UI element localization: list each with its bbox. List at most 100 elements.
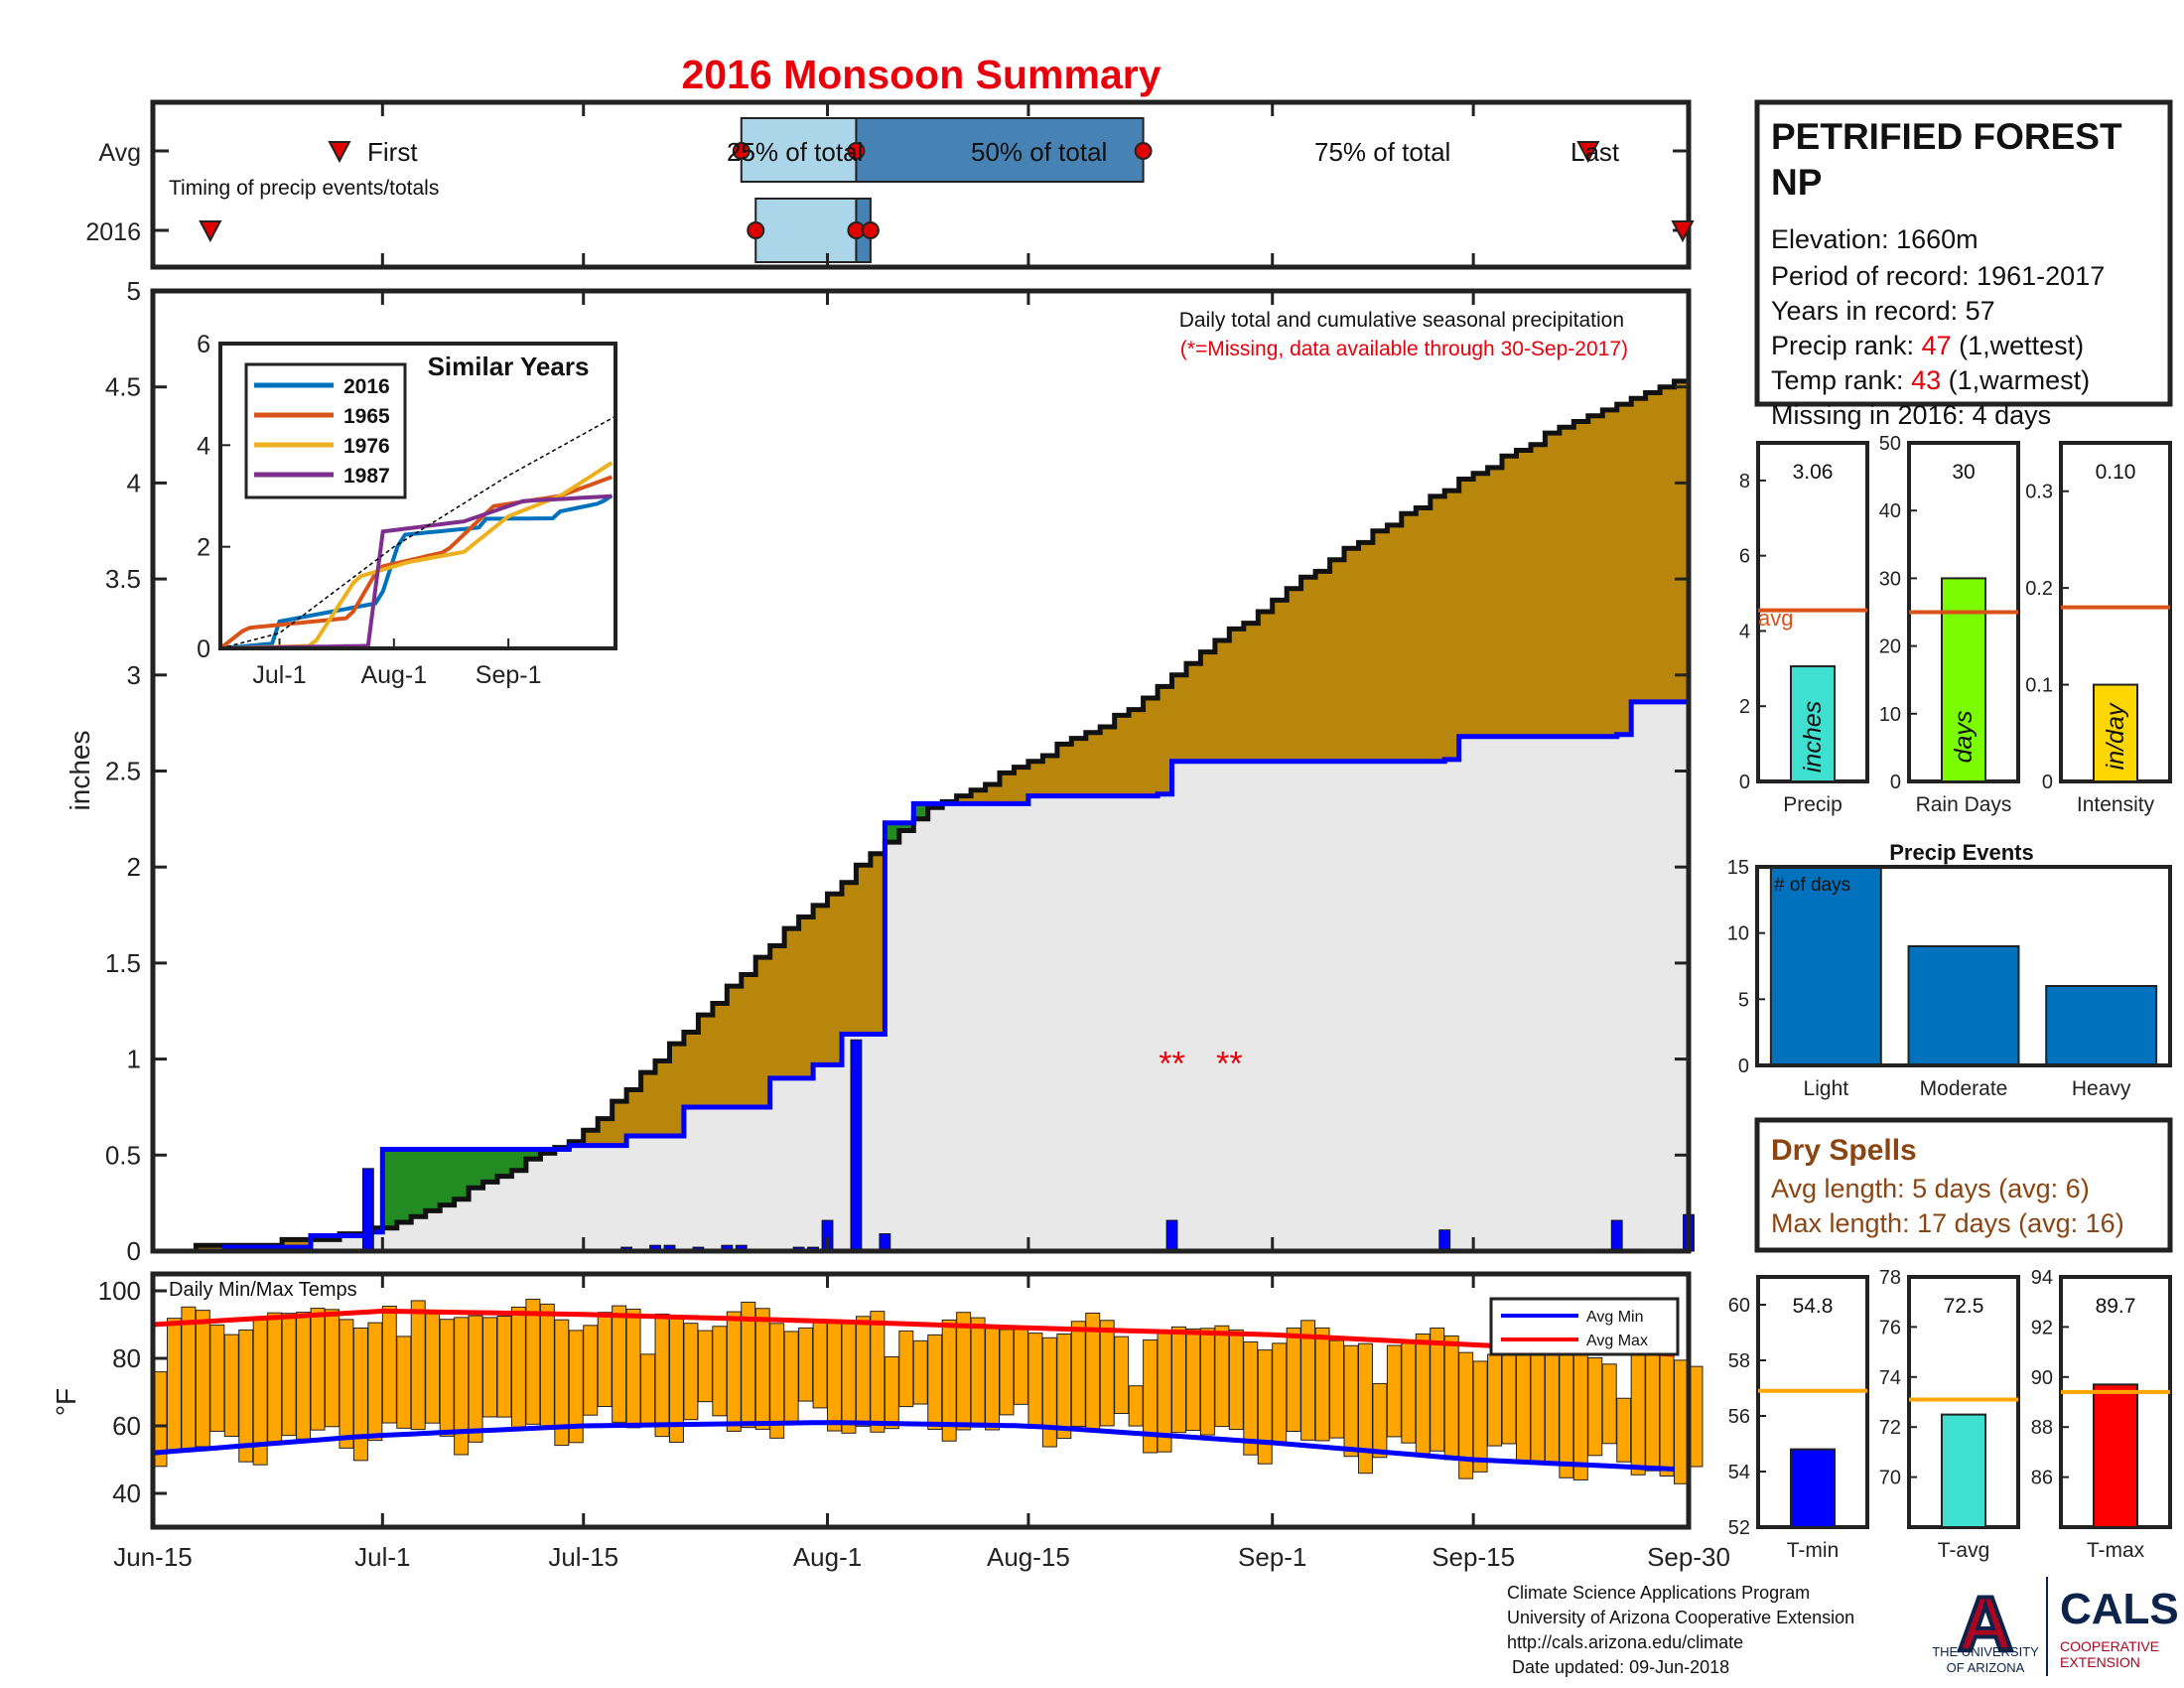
daily-temp-bar [1587, 1356, 1603, 1457]
main-ylabel: inches [65, 731, 95, 811]
intensity-ytick-label: 0 [2042, 772, 2053, 793]
t-avg-ytick-label: 72 [1879, 1417, 1901, 1439]
daily-temp-bar [1530, 1340, 1546, 1465]
daily-temp-bar [1630, 1342, 1646, 1476]
t-avg-ytick-label: 76 [1879, 1317, 1901, 1338]
y2016-q25-marker [747, 221, 765, 239]
deficit-area-segment [1042, 756, 1058, 796]
daily-temp-bar [654, 1313, 670, 1438]
daily-temp-bar [1458, 1351, 1474, 1479]
deficit-area-segment [640, 1072, 656, 1136]
t-min-value-bar [1790, 1448, 1836, 1528]
temp-title: Daily Min/Max Temps [169, 1279, 357, 1301]
daily-temp-bar [1645, 1336, 1661, 1472]
daily-temp-bar [612, 1305, 627, 1423]
surplus-area-segment [425, 1149, 441, 1211]
daily-temp-bar [468, 1315, 483, 1443]
daily-temp-bar [1601, 1363, 1617, 1445]
t-avg-value-bar [1941, 1413, 1986, 1528]
precip-ytick-label: 6 [1739, 546, 1750, 568]
t-min-ytick-label: 54 [1728, 1462, 1750, 1483]
intensity-unit: in/day [2102, 702, 2129, 770]
daily-temp-bar [510, 1306, 526, 1429]
main-ytick-label: 0.5 [105, 1140, 141, 1170]
t-avg-value-label: 72.5 [1944, 1295, 1984, 1318]
daily-temp-bar [783, 1331, 799, 1426]
rain-days-ytick-label: 50 [1879, 433, 1901, 455]
t-max-ytick-label: 86 [2031, 1468, 2053, 1489]
missing-data-marker: ** [1216, 1046, 1242, 1083]
years-text: Years in record: 57 [1771, 296, 1995, 326]
temperature-plot: Jun-15 Jul-1 Jul-15 Aug-1 Aug-15 Sep-1 Sep-15 S… [51, 1271, 1730, 1572]
deficit-area-segment [1056, 744, 1072, 796]
surplus-area-segment [913, 803, 929, 819]
timing-q25-label: 25% of total [727, 137, 863, 167]
t-min-ytick-label: 58 [1728, 1350, 1750, 1372]
rain-days-unit: days [1950, 711, 1978, 764]
temp-legend: Avg Min Avg Max [1489, 1297, 1680, 1356]
daily-temp-bar [238, 1329, 254, 1463]
xtick-label: Sep-15 [1432, 1542, 1515, 1572]
daily-temp-bar [1286, 1327, 1301, 1433]
deficit-area-segment [1372, 530, 1388, 762]
daily-temp-bar [1674, 1359, 1690, 1484]
daily-temp-bar [1329, 1339, 1345, 1439]
daily-temp-bar [1099, 1320, 1115, 1427]
daily-temp-bar [1357, 1342, 1373, 1475]
daily-temp-bar [985, 1326, 1001, 1431]
temp-ylabel: °F [51, 1388, 81, 1416]
precip-ytick-label: 0 [1739, 772, 1750, 793]
deficit-area-segment [1430, 495, 1445, 762]
deficit-area-segment [1573, 421, 1589, 737]
daily-temp-bar [1372, 1382, 1388, 1459]
deficit-area-segment [1487, 467, 1503, 737]
daily-temp-bar [539, 1303, 555, 1429]
main-ytick-label: 1.5 [105, 948, 141, 978]
elevation-text: Elevation: 1660m [1771, 224, 1979, 254]
avg-max-temp-line [152, 1308, 1675, 1357]
precip-ytick-label: 8 [1739, 471, 1750, 492]
deficit-area-segment [1344, 548, 1360, 762]
timing-first-label: First [367, 137, 418, 167]
avg-cumulative-line [153, 375, 1692, 1254]
t-min-ytick-label: 52 [1728, 1517, 1750, 1539]
daily-precip-bar [850, 1039, 863, 1252]
surplus-area-segment [885, 822, 900, 843]
daily-temp-bar [425, 1312, 441, 1424]
deficit-area-segment [1587, 415, 1603, 737]
deficit-area-segment [755, 957, 771, 1107]
deficit-area-segment [612, 1101, 627, 1146]
deficit-area-segment [296, 1239, 312, 1248]
timing-row-avg-label: Avg [98, 139, 141, 167]
t-avg-ytick-label: 78 [1879, 1267, 1901, 1289]
t-avg-xlabel: T-avg [1938, 1539, 1990, 1562]
precip-ytick-label: 2 [1739, 696, 1750, 718]
timing-q75-label: 75% of total [1314, 137, 1450, 167]
daily-temp-bar [956, 1312, 972, 1431]
footer-credits: Climate Science Applications Program Uni… [1507, 1583, 1854, 1677]
dry-spells-box: Dry Spells Avg length: 5 days (avg: 6) M… [1754, 1117, 2173, 1253]
deficit-area-segment [856, 865, 872, 1035]
inset-xtick-label: Jul-1 [252, 661, 306, 689]
daily-temp-bar [1415, 1334, 1431, 1455]
deficit-area-segment [1660, 386, 1676, 702]
rain-days-ytick-label: 0 [1890, 772, 1901, 793]
t-avg-ytick-label: 74 [1879, 1367, 1901, 1389]
deficit-area-segment [971, 789, 987, 804]
daily-temp-bar [1128, 1385, 1144, 1427]
t-max-ytick-label: 90 [2031, 1367, 2053, 1389]
surplus-area-segment [469, 1149, 484, 1189]
xtick-label: Sep-1 [1238, 1542, 1306, 1572]
cals-coop-text1: COOPERATIVE [2060, 1638, 2159, 1654]
events-ytick-label: 15 [1727, 857, 1749, 879]
deficit-area-segment [196, 1245, 211, 1251]
daily-temp-bar [1516, 1336, 1531, 1462]
deficit-area-segment [1416, 507, 1432, 762]
deficit-area-segment [1014, 767, 1029, 804]
deficit-area-segment [669, 1044, 685, 1136]
deficit-area-segment [813, 905, 829, 1065]
daily-temp-bar [296, 1312, 312, 1440]
deficit-area-segment [1300, 577, 1316, 762]
main-ytick-label: 1 [127, 1045, 141, 1074]
daily-temp-bar [640, 1353, 656, 1426]
